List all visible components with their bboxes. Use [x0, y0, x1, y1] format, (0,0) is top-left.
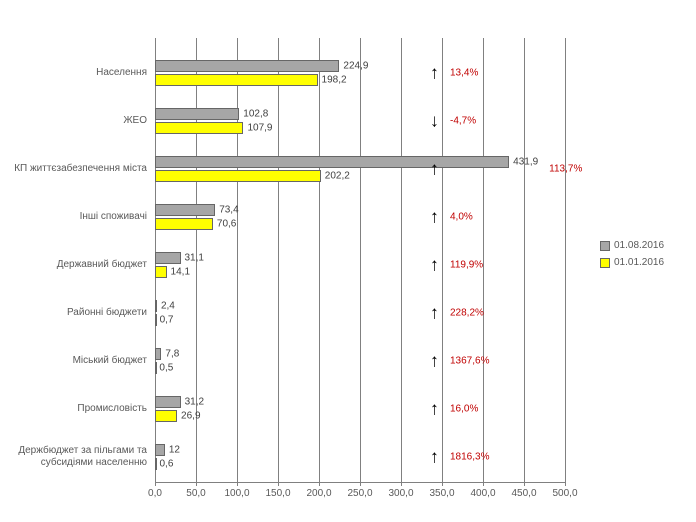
- legend-swatch-a: [600, 241, 610, 251]
- category-label: Державний бюджет: [7, 259, 155, 271]
- bar-series-b: [155, 410, 177, 422]
- bar-series-a: [155, 108, 239, 120]
- legend-swatch-b: [600, 258, 610, 268]
- value-label-b: 198,2: [322, 75, 347, 86]
- arrow-up-icon: ↑: [430, 255, 439, 276]
- arrow-up-icon: ↑: [430, 447, 439, 468]
- value-label-a: 31,1: [185, 253, 204, 264]
- legend-item-b: 01.01.2016: [600, 257, 664, 268]
- bar-series-a: [155, 444, 165, 456]
- gridline: [360, 38, 361, 486]
- bar-series-b: [155, 74, 318, 86]
- x-tick-label: 400,0: [470, 488, 495, 499]
- arrow-down-icon: ↓: [430, 111, 439, 132]
- x-tick-label: 250,0: [347, 488, 372, 499]
- value-label-a: 431,9: [513, 157, 538, 168]
- bar-series-b: [155, 218, 213, 230]
- category-label: ЖЕО: [7, 115, 155, 127]
- x-tick-label: 300,0: [388, 488, 413, 499]
- grouped-horizontal-bar-chart: 0,0 50,0 100,0 150,0 200,0 250,0 300,0 350,0 400…: [0, 0, 696, 522]
- bar-series-a: [155, 60, 339, 72]
- value-label-a: 7,8: [165, 349, 179, 360]
- legend-label-b: 01.01.2016: [614, 257, 664, 268]
- bar-series-b: [155, 458, 157, 470]
- x-tick-label: 100,0: [224, 488, 249, 499]
- legend-item-a: 01.08.2016: [600, 240, 664, 251]
- bar-series-a: [155, 156, 509, 168]
- x-tick-label: 150,0: [265, 488, 290, 499]
- gridline: [237, 38, 238, 486]
- x-tick-label: 0,0: [148, 488, 162, 499]
- value-label-b: 26,9: [181, 411, 200, 422]
- percent-change-label: 13,4%: [450, 68, 478, 79]
- category-label: КП життєзабезпечення міста: [7, 163, 155, 175]
- value-label-b: 107,9: [247, 123, 272, 134]
- category-label: Районні бюджети: [7, 307, 155, 319]
- category-label: Населення: [7, 67, 155, 79]
- bar-series-b: [155, 170, 321, 182]
- category-label: Міський бюджет: [7, 355, 155, 367]
- x-tick-label: 350,0: [429, 488, 454, 499]
- category-label: Держбюджет за пільгами та субсидіями нас…: [7, 445, 155, 469]
- category-label: Промисловість: [7, 403, 155, 415]
- value-label-b: 0,5: [159, 363, 173, 374]
- percent-change-label: 119,9%: [450, 260, 483, 271]
- value-label-a: 2,4: [161, 301, 175, 312]
- legend-label-a: 01.08.2016: [614, 240, 664, 251]
- percent-change-label: 1367,6%: [450, 356, 489, 367]
- gridline: [565, 38, 566, 486]
- percent-change-label: -4,7%: [450, 116, 476, 127]
- bar-series-a: [155, 204, 215, 216]
- percent-change-label: 228,2%: [450, 308, 484, 319]
- gridline: [442, 38, 443, 486]
- value-label-b: 202,2: [325, 171, 350, 182]
- arrow-up-icon: ↑: [430, 399, 439, 420]
- arrow-up-icon: ↑: [430, 159, 439, 180]
- arrow-up-icon: ↑: [430, 63, 439, 84]
- arrow-up-icon: ↑: [430, 207, 439, 228]
- value-label-b: 14,1: [171, 267, 190, 278]
- value-label-a: 102,8: [243, 109, 268, 120]
- percent-change-label: 1816,3%: [450, 452, 489, 463]
- arrow-up-icon: ↑: [430, 351, 439, 372]
- gridline: [278, 38, 279, 486]
- value-label-a: 31,2: [185, 397, 204, 408]
- bar-series-a: [155, 396, 181, 408]
- x-tick-label: 500,0: [552, 488, 577, 499]
- bar-series-b: [155, 314, 157, 326]
- bar-series-b: [155, 122, 243, 134]
- x-tick-label: 50,0: [186, 488, 205, 499]
- x-tick-label: 200,0: [306, 488, 331, 499]
- value-label-a: 12: [169, 445, 180, 456]
- percent-change-label: 113,7%: [549, 164, 582, 175]
- gridline: [401, 38, 402, 486]
- bar-series-a: [155, 348, 161, 360]
- percent-change-label: 16,0%: [450, 404, 478, 415]
- gridline: [524, 38, 525, 486]
- bar-series-a: [155, 300, 157, 312]
- value-label-b: 0,6: [159, 459, 173, 470]
- arrow-up-icon: ↑: [430, 303, 439, 324]
- bar-series-b: [155, 362, 157, 374]
- plot-area: 0,050,0100,0150,0200,0250,0300,0350,0400…: [155, 40, 565, 483]
- value-label-b: 70,6: [217, 219, 236, 230]
- value-label-a: 224,9: [343, 61, 368, 72]
- percent-change-label: 4,0%: [450, 212, 473, 223]
- gridline: [319, 38, 320, 486]
- bar-series-b: [155, 266, 167, 278]
- value-label-a: 73,4: [219, 205, 238, 216]
- legend: 01.08.2016 01.01.2016: [600, 240, 664, 274]
- x-tick-label: 450,0: [511, 488, 536, 499]
- bar-series-a: [155, 252, 181, 264]
- value-label-b: 0,7: [160, 315, 174, 326]
- category-label: Інші споживачі: [7, 211, 155, 223]
